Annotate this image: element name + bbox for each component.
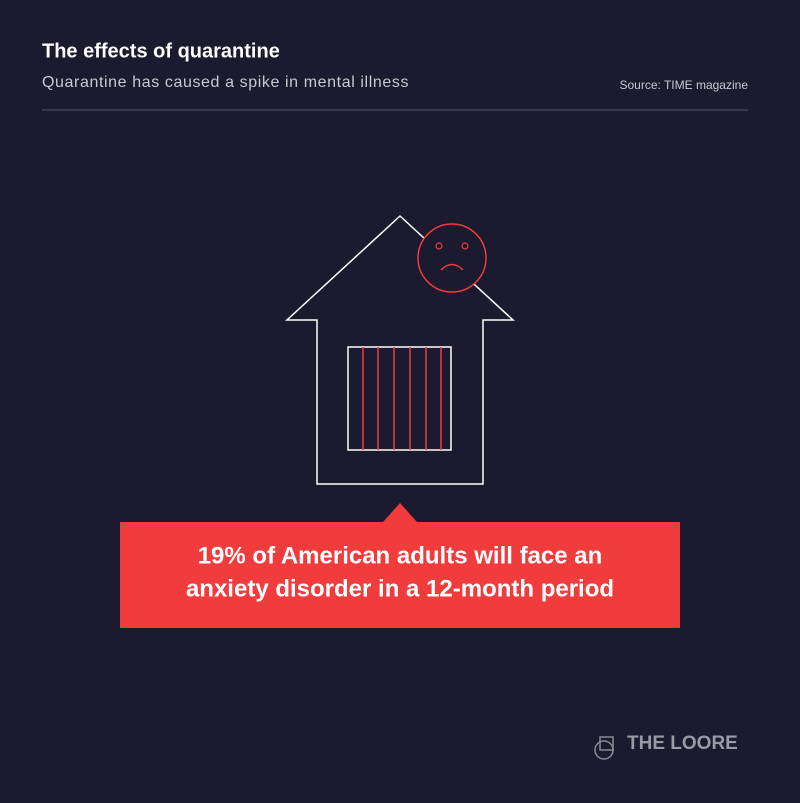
- callout: 19% of American adults will face an anxi…: [120, 503, 680, 628]
- mouth: [440, 263, 464, 271]
- logo-text: THE LOORE: [627, 733, 738, 754]
- eye: [435, 242, 443, 250]
- sad-face: [417, 223, 487, 293]
- bars: [362, 347, 442, 450]
- logo-icon: [599, 736, 614, 751]
- callout-box: [120, 503, 680, 628]
- callout-line: anxiety disorder in a 12-month period: [186, 575, 614, 602]
- eye: [461, 242, 469, 250]
- house-icon: [285, 214, 515, 485]
- source: Source: TIME magazine: [619, 78, 748, 92]
- logo: [594, 736, 614, 760]
- title: The effects of quarantine: [42, 40, 280, 62]
- window: [347, 346, 452, 451]
- callout-line: 19% of American adults will face an: [198, 542, 603, 569]
- subtitle: Quarantine has caused a spike in mental …: [42, 74, 409, 91]
